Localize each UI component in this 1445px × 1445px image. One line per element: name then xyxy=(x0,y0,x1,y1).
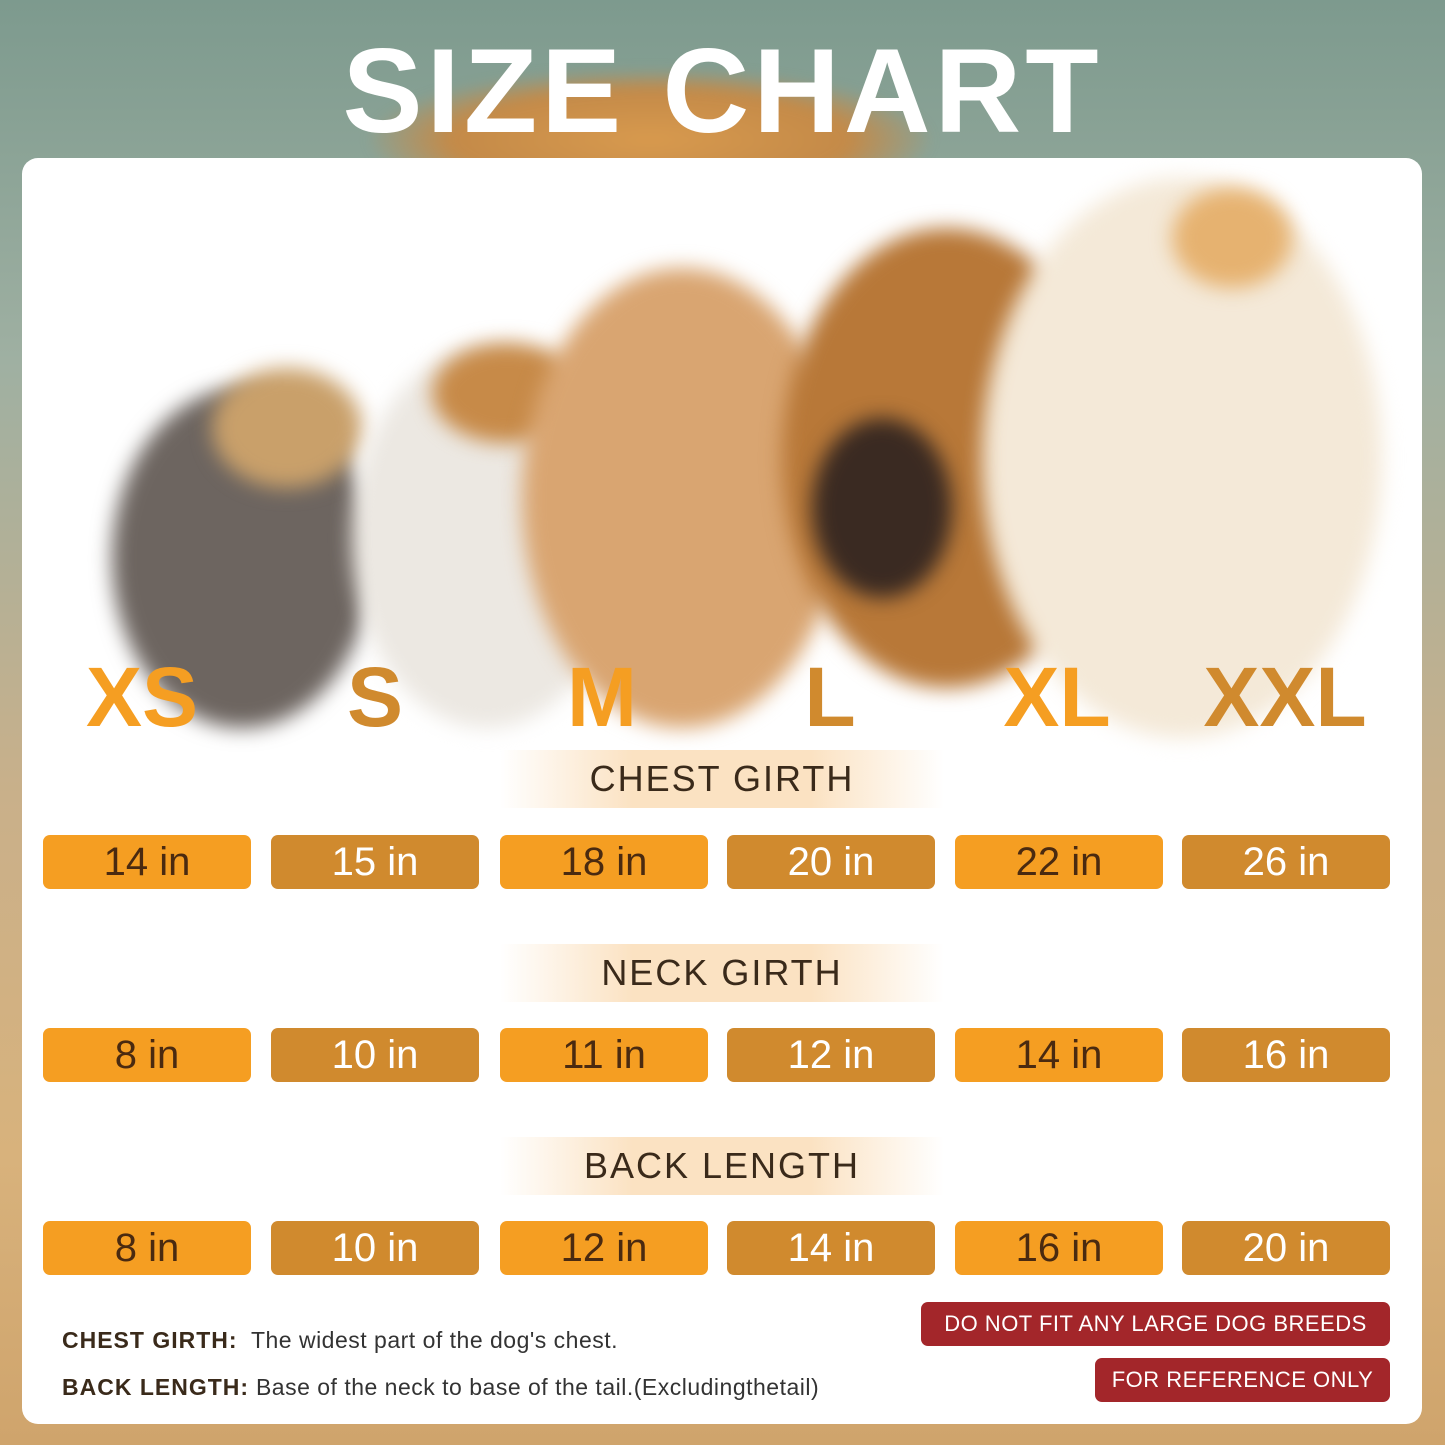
measurement-value-s: 10 in xyxy=(271,1028,479,1082)
note-text: Base of the neck to base of the tail.(Ex… xyxy=(255,1374,820,1400)
section-title: BACK LENGTH xyxy=(500,1137,944,1195)
measurement-value-xl: 14 in xyxy=(955,1028,1163,1082)
warning-large-breeds: DO NOT FIT ANY LARGE DOG BREEDS xyxy=(921,1302,1390,1346)
size-label-xl: XL xyxy=(1003,650,1111,744)
note-term: BACK LENGTH: xyxy=(62,1374,250,1400)
size-chart-card: XS S M L XL XXL CHEST GIRTH 14 in 15 in 18 … xyxy=(22,158,1422,1424)
measurement-value-m: 11 in xyxy=(500,1028,708,1082)
size-label-xs: XS xyxy=(85,650,199,744)
size-label-xxl: XXL xyxy=(1203,650,1367,744)
measurement-value-xs: 8 in xyxy=(43,1028,251,1082)
measurement-value-xl: 16 in xyxy=(955,1221,1163,1275)
measurement-value-l: 20 in xyxy=(727,835,935,889)
note-term: CHEST GIRTH: xyxy=(62,1327,238,1353)
note-text: The widest part of the dog's chest. xyxy=(250,1327,619,1353)
measurement-value-xl: 22 in xyxy=(955,835,1163,889)
measurement-value-s: 15 in xyxy=(271,835,479,889)
measurement-value-m: 12 in xyxy=(500,1221,708,1275)
measurement-value-xs: 14 in xyxy=(43,835,251,889)
measurement-value-l: 12 in xyxy=(727,1028,935,1082)
size-label-m: M xyxy=(567,650,637,744)
measurement-value-m: 18 in xyxy=(500,835,708,889)
note-back-length: BACK LENGTH: Base of the neck to base of… xyxy=(62,1373,819,1401)
note-chest-girth: CHEST GIRTH: The widest part of the dog'… xyxy=(62,1326,618,1354)
size-label-s: S xyxy=(346,650,404,744)
measurement-value-xs: 8 in xyxy=(43,1221,251,1275)
warning-reference-only: FOR REFERENCE ONLY xyxy=(1095,1358,1390,1402)
section-title: NECK GIRTH xyxy=(500,944,944,1002)
section-title: CHEST GIRTH xyxy=(500,750,944,808)
page-title: SIZE CHART xyxy=(342,24,1103,158)
dogs-photo xyxy=(22,158,1422,738)
measurement-value-l: 14 in xyxy=(727,1221,935,1275)
size-label-l: L xyxy=(804,650,856,744)
measurement-value-s: 10 in xyxy=(271,1221,479,1275)
measurement-value-xxl: 20 in xyxy=(1182,1221,1390,1275)
measurement-value-xxl: 26 in xyxy=(1182,835,1390,889)
measurement-value-xxl: 16 in xyxy=(1182,1028,1390,1082)
